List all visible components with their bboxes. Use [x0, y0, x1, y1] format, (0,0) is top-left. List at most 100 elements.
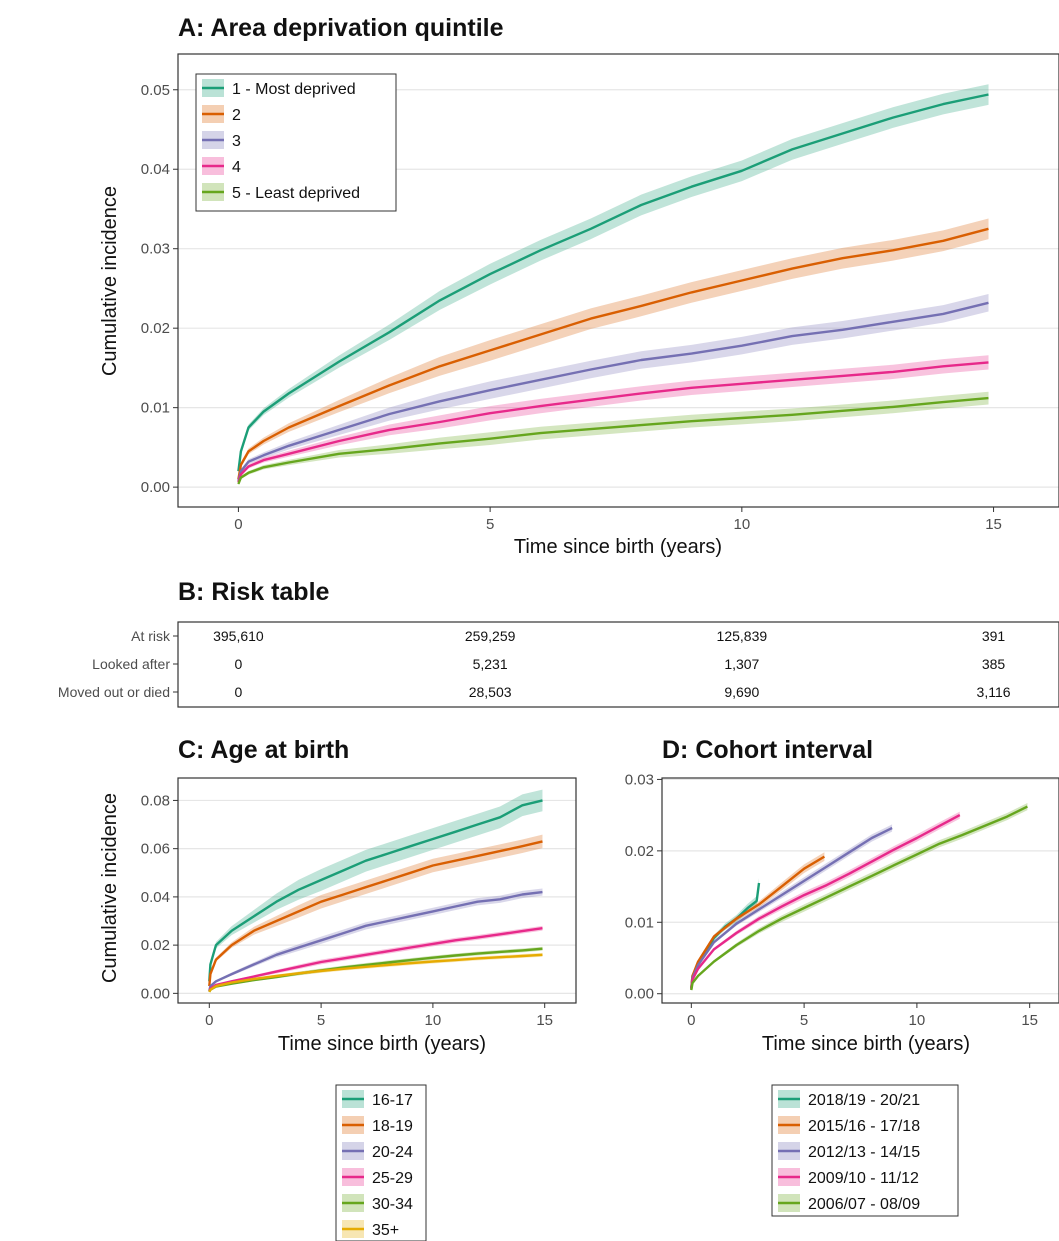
panel-d-axis-ticks: 0.00 0.01 0.02 0.03 0 5 10 15: [625, 771, 1038, 1029]
legend-label-4: 25-29: [372, 1170, 413, 1187]
y-tick-label: 0.02: [141, 320, 170, 337]
panel-d-title: D: Cohort interval: [662, 736, 873, 764]
legend-label-4: 4: [232, 159, 241, 176]
risk-cell: 1,307: [724, 656, 759, 672]
risk-cell: 0: [235, 656, 243, 672]
x-tick-label: 0: [687, 1012, 695, 1029]
legend-box: [771, 1084, 959, 1217]
y-tick-label: 0.04: [141, 889, 170, 906]
risk-table-frame: [177, 621, 1059, 708]
panel-a-y-axis-label: Cumulative incidence: [99, 186, 121, 376]
risk-cell: 385: [982, 656, 1006, 672]
y-tick-label: 0.02: [625, 843, 654, 860]
panel-a-x-axis-label: Time since birth (years): [514, 536, 722, 558]
legend-label-5: 5 - Least deprived: [232, 185, 360, 202]
x-tick-label: 5: [486, 516, 494, 533]
x-tick-label: 10: [425, 1012, 442, 1029]
x-tick-label: 5: [317, 1012, 325, 1029]
panel-c-legend: 16-17 18-19 20-24 25-29 30-34 35+: [335, 1084, 427, 1241]
legend-box: [195, 73, 397, 212]
risk-cell: 28,503: [469, 684, 512, 700]
series-line-5: [690, 805, 1028, 991]
panel-c-x-axis-label: Time since birth (years): [278, 1033, 486, 1055]
panel-c-age-at-birth: C: Age at birth 0.00 0.02 0.04 0.06 0.08 0 5 10…: [99, 736, 577, 1241]
panel-a-area-deprivation: A: Area deprivation quintile 0.000.010.0…: [99, 14, 1059, 558]
risk-row-label: At risk: [131, 628, 171, 644]
panel-c-title: C: Age at birth: [178, 736, 349, 764]
series-line-2: [237, 227, 989, 480]
ci-band-2: [238, 218, 989, 482]
x-tick-label: 10: [909, 1012, 926, 1029]
legend-label-5: 2006/07 - 08/09: [808, 1196, 920, 1213]
legend-label-5: 30-34: [372, 1196, 413, 1213]
series-line-4: [237, 361, 989, 483]
x-tick-label: 0: [205, 1012, 213, 1029]
panel-d-series-lines: [690, 805, 1028, 991]
x-tick-label: 10: [733, 516, 750, 533]
legend-label-6: 35+: [372, 1222, 399, 1239]
x-tick-label: 0: [234, 516, 242, 533]
legend-label-2: 2: [232, 107, 241, 124]
y-tick-label: 0.08: [141, 792, 170, 809]
risk-cell: 259,259: [465, 628, 516, 644]
series-line-5: [237, 396, 989, 485]
legend-label-3: 2012/13 - 14/15: [808, 1144, 920, 1161]
risk-cell: 0: [235, 684, 243, 700]
y-tick-label: 0.00: [141, 985, 170, 1002]
series-line-1: [208, 799, 543, 982]
risk-row-label: Looked after: [92, 656, 170, 672]
risk-row-label: Moved out or died: [58, 684, 170, 700]
y-tick-label: 0.04: [141, 161, 170, 178]
ci-band-2: [691, 852, 825, 990]
series-line-2: [208, 840, 543, 987]
y-tick-label: 0.00: [625, 986, 654, 1003]
ci-band-1: [209, 789, 543, 985]
panel-c-frame: [177, 777, 577, 1004]
series-line-3: [208, 890, 543, 992]
y-tick-label: 0.01: [625, 914, 654, 931]
legend-label-2: 18-19: [372, 1118, 413, 1135]
risk-cell: 391: [982, 628, 1006, 644]
x-tick-label: 5: [800, 1012, 808, 1029]
panel-a-series-lines: [237, 93, 989, 485]
panel-d-gridlines: [662, 778, 1059, 995]
legend-label-1: 2018/19 - 20/21: [808, 1092, 920, 1109]
x-tick-label: 15: [1021, 1012, 1038, 1029]
legend-label-4: 2009/10 - 11/12: [808, 1170, 919, 1187]
risk-cell: 3,116: [977, 684, 1011, 700]
panel-c-axis-ticks: 0.00 0.02 0.04 0.06 0.08 0 5 10 15: [141, 792, 553, 1029]
ci-band-3: [691, 824, 893, 990]
panel-c-y-axis-label: Cumulative incidence: [99, 793, 121, 983]
series-line-1: [237, 93, 989, 472]
legend-label-3: 3: [232, 133, 241, 150]
risk-cell: 395,610: [213, 628, 264, 644]
y-tick-label: 0.01: [141, 400, 170, 417]
x-tick-label: 15: [536, 1012, 553, 1029]
series-line-3: [237, 301, 989, 482]
ci-band-3: [238, 294, 989, 483]
risk-cell: 9,690: [724, 684, 759, 700]
risk-cell: 5,231: [473, 656, 508, 672]
y-tick-label: 0.00: [141, 479, 170, 496]
panel-c-series-lines: [208, 799, 543, 993]
panel-d-legend: 2018/19 - 20/21 2015/16 - 17/18 2012/13 - …: [771, 1084, 959, 1217]
ci-band-3: [209, 888, 543, 992]
legend-label-2: 2015/16 - 17/18: [808, 1118, 920, 1135]
panel-a-legend: 1 - Most deprived 2 3 4 5 - Least deprived: [195, 73, 397, 212]
risk-table-rows: At risk 395,610 259,259 125,839 391 Looked af…: [58, 628, 1011, 700]
panel-a-frame: [177, 53, 1059, 508]
y-tick-label: 0.02: [141, 937, 170, 954]
ci-band-5: [691, 803, 1028, 992]
y-tick-label: 0.03: [625, 771, 654, 788]
panel-b-risk-table: B: Risk table At risk 395,610 259,259 125,8…: [58, 578, 1059, 708]
risk-cell: 125,839: [717, 628, 768, 644]
ci-band-4: [238, 355, 989, 485]
series-line-6: [208, 953, 543, 993]
y-tick-label: 0.05: [141, 82, 170, 99]
y-tick-label: 0.03: [141, 241, 170, 258]
legend-label-3: 20-24: [372, 1144, 413, 1161]
panel-d-x-axis-label: Time since birth (years): [762, 1033, 970, 1055]
legend-label-1: 1 - Most deprived: [232, 81, 356, 98]
series-line-4: [690, 814, 961, 990]
